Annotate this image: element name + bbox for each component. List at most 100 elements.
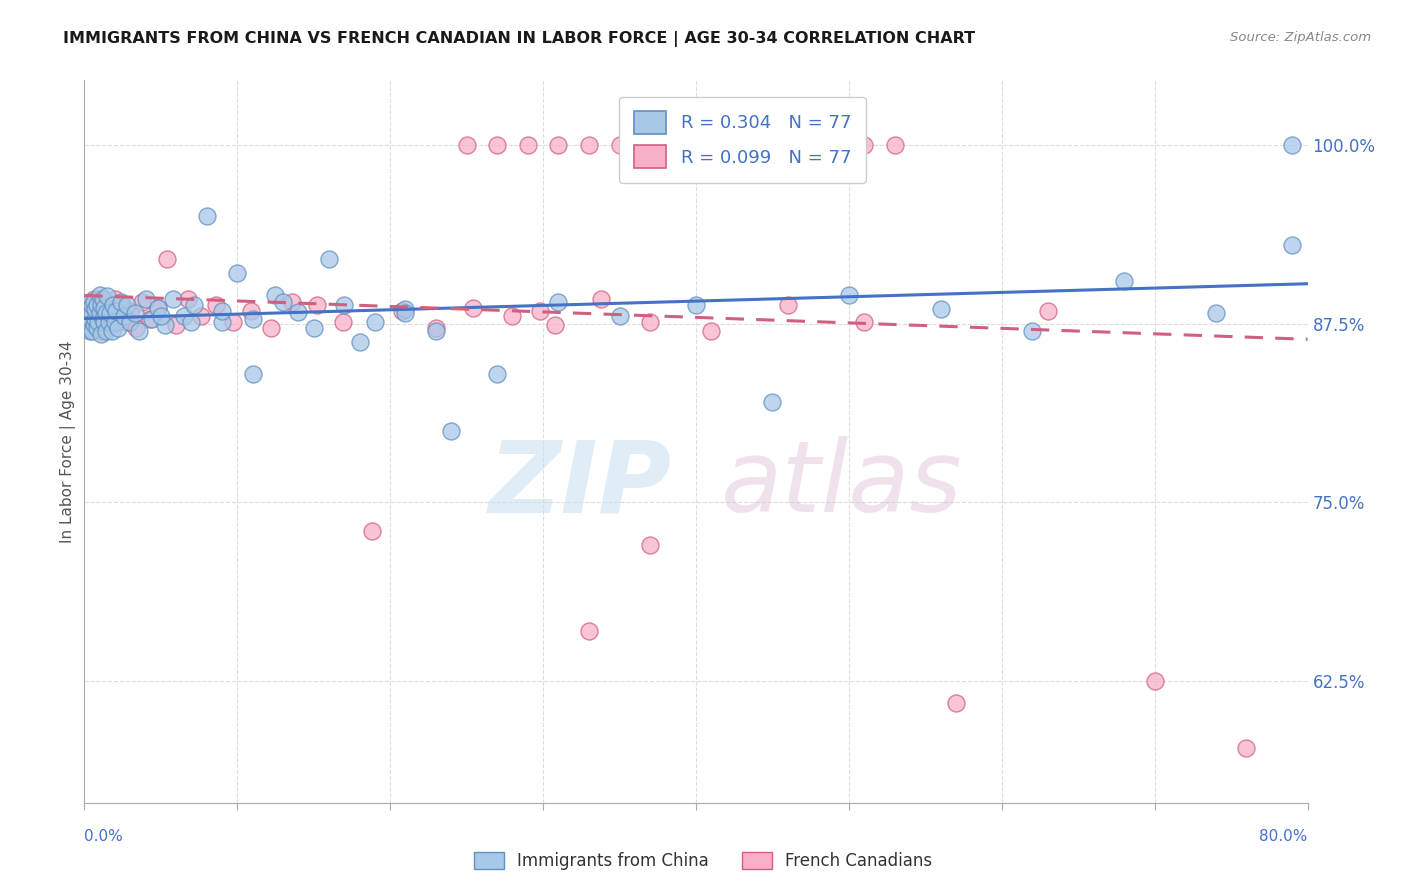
Point [1205,306,1227,320]
Point [91,315,114,329]
Point [364,315,387,329]
Point [156,252,179,266]
Point [242,312,264,326]
Point [86,320,108,334]
Point [80,310,103,324]
Point [89,306,111,320]
Point [90,298,112,312]
Point [79,295,101,310]
Point [124,306,146,320]
Point [146,301,169,315]
Point [1021,324,1043,338]
Point [105,303,128,318]
Point [97,312,120,326]
Point [516,137,538,152]
Point [578,624,600,639]
Point [685,298,707,312]
Point [776,298,799,312]
Point [929,302,952,317]
Point [135,292,157,306]
Point [173,310,195,324]
Point [547,137,569,152]
Point [104,292,127,306]
Point [76,310,98,324]
Point [80,301,103,315]
Point [77,298,100,312]
Legend: R = 0.304   N = 77, R = 0.099   N = 77: R = 0.304 N = 77, R = 0.099 N = 77 [620,96,866,183]
Point [89,288,111,302]
Point [190,310,212,324]
Point [305,298,328,312]
Point [731,137,754,152]
Point [76,306,98,320]
Point [90,324,112,338]
Point [242,367,264,381]
Point [79,320,101,334]
Point [360,524,382,538]
Point [425,324,447,338]
Point [103,298,125,312]
Point [180,315,202,329]
Point [155,318,177,332]
Point [114,315,136,329]
Point [90,298,112,312]
Point [80,324,103,338]
Point [1114,274,1136,288]
Point [638,538,661,552]
Text: IMMIGRANTS FROM CHINA VS FRENCH CANADIAN IN LABOR FORCE | AGE 30-34 CORRELATION : IMMIGRANTS FROM CHINA VS FRENCH CANADIAN… [63,31,976,47]
Point [260,320,283,334]
Point [456,137,478,152]
Point [149,310,172,324]
Point [853,137,876,152]
Point [183,298,205,312]
Text: ZIP: ZIP [488,436,672,533]
Point [333,298,356,312]
Point [93,301,115,315]
Point [104,315,127,329]
Point [1236,741,1258,756]
Point [146,301,169,315]
Point [89,306,111,320]
Point [1036,303,1059,318]
Point [101,318,124,332]
Point [93,315,115,329]
Point [502,310,524,324]
Point [93,303,115,318]
Point [177,292,200,306]
Point [761,137,783,152]
Point [440,424,463,438]
Point [669,137,692,152]
Point [945,696,967,710]
Point [131,295,153,310]
Point [486,367,509,381]
Point [461,301,484,315]
Point [83,295,105,310]
Legend: Immigrants from China, French Canadians: Immigrants from China, French Canadians [467,845,939,877]
Point [638,315,661,329]
Point [84,312,107,326]
Point [425,320,447,334]
Point [86,298,108,312]
Point [205,298,228,312]
Point [318,252,340,266]
Point [128,324,150,338]
Point [547,295,569,310]
Point [211,303,233,318]
Point [107,310,129,324]
Point [792,137,814,152]
Point [700,137,723,152]
Point [83,292,105,306]
Point [125,320,148,334]
Point [96,295,118,310]
Point [115,298,138,312]
Point [162,292,184,306]
Point [287,305,309,319]
Point [80,298,103,312]
Point [211,315,233,329]
Point [79,324,101,338]
Point [91,292,114,306]
Text: 80.0%: 80.0% [1260,829,1308,844]
Point [91,312,114,326]
Point [112,310,135,324]
Point [838,288,860,302]
